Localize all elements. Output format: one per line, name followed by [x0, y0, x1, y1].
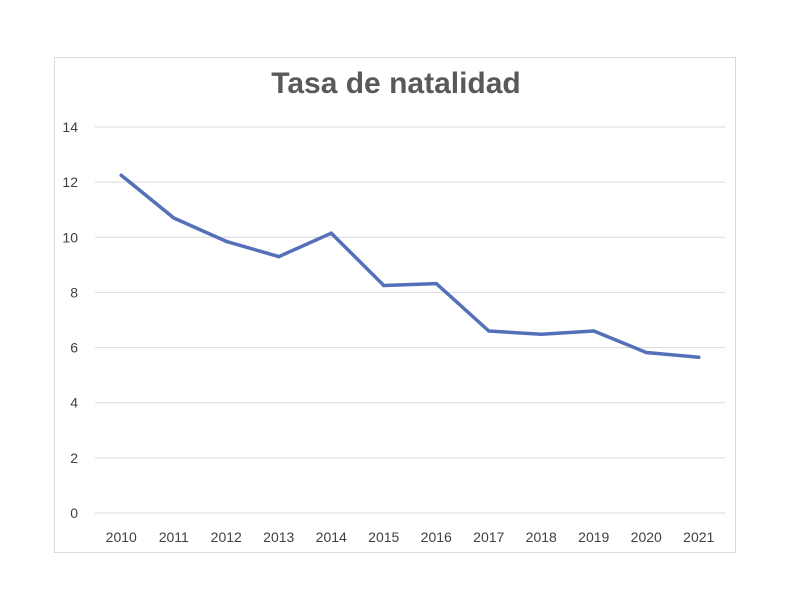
x-axis-ticks: 2010 2011 2012 2013 2014 2015 2016 2017 2018 2019…	[106, 529, 715, 545]
data-point-2011	[172, 216, 176, 220]
data-point-2016	[434, 281, 438, 286]
y-tick-label: 8	[70, 284, 78, 300]
x-tick-label: 2011	[159, 529, 189, 545]
x-tick-label: 2015	[368, 529, 399, 545]
gridlines	[95, 126, 725, 514]
x-tick-label: 2019	[578, 529, 609, 545]
chart-title: Tasa de natalidad	[271, 67, 521, 100]
x-tick-label: 2020	[631, 529, 662, 545]
x-tick-label: 2014	[316, 529, 347, 545]
data-point-2010	[119, 173, 123, 177]
x-tick-label: 2017	[473, 529, 504, 545]
y-tick-label: 4	[70, 395, 78, 411]
y-axis-ticks: 0 2 4 6 8 10 12 14	[62, 119, 78, 521]
data-point-2013	[277, 254, 281, 259]
y-tick-label: 6	[70, 340, 78, 356]
data-point-2021	[697, 355, 701, 359]
chart-frame	[54, 57, 736, 553]
data-point-2018	[539, 332, 543, 337]
x-tick-label: 2021	[683, 529, 714, 545]
data-point-2015	[382, 283, 386, 288]
x-tick-label: 2013	[263, 529, 294, 545]
x-tick-label: 2010	[106, 529, 137, 545]
data-point-2014	[329, 231, 333, 235]
series-line	[119, 173, 701, 359]
y-tick-label: 14	[62, 119, 78, 135]
data-point-2012	[224, 239, 228, 244]
series-layer	[119, 173, 701, 359]
x-tick-label: 2012	[211, 529, 242, 545]
x-tick-label: 2016	[421, 529, 452, 545]
y-tick-label: 0	[70, 505, 78, 521]
y-tick-label: 10	[62, 229, 78, 245]
data-point-2017	[487, 329, 491, 333]
y-tick-label: 12	[62, 174, 78, 190]
x-tick-label: 2018	[526, 529, 557, 545]
data-point-2020	[644, 350, 648, 355]
data-point-2019	[592, 329, 596, 333]
y-tick-label: 2	[70, 450, 78, 466]
